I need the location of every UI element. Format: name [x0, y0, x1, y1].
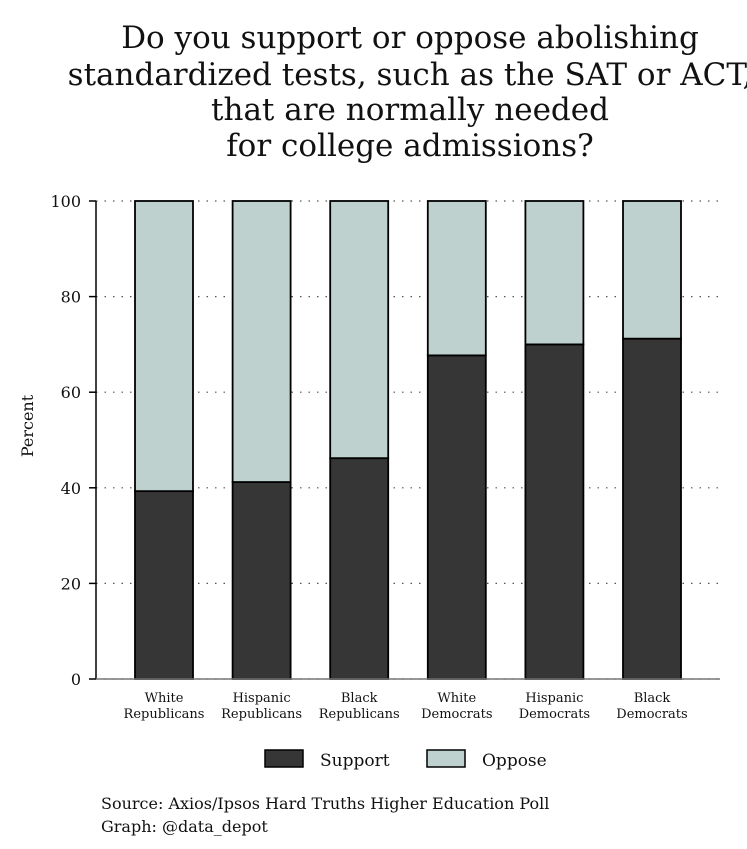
y-tick-label: 80 [61, 288, 81, 307]
source-line: Source: Axios/Ipsos Hard Truths Higher E… [101, 794, 549, 813]
y-tick-label: 20 [61, 574, 81, 593]
bar-oppose-white-democrats [426, 200, 487, 357]
y-tick-label: 0 [71, 670, 81, 689]
bar-oppose-black-democrats [622, 200, 682, 340]
chart-title-line: standardized tests, such as the SAT or A… [68, 57, 747, 93]
y-tick-labels: 0 20 40 60 80 100 [50, 192, 81, 689]
bar-support-black-republicans [329, 457, 390, 680]
bar-support-white-democrats [426, 354, 487, 680]
x-tick-label: Black Democrats [616, 691, 687, 722]
bar-oppose-hispanic-republicans [231, 200, 292, 483]
source-note: Source: Axios/Ipsos Hard Truths Higher E… [101, 794, 549, 836]
legend: Support Oppose [264, 749, 547, 771]
legend-label: Support [320, 751, 390, 771]
x-tick-label: White Democrats [421, 691, 492, 722]
legend-swatch [426, 749, 466, 768]
bar-support-hispanic-democrats [524, 343, 585, 680]
x-tick-label: Hispanic Republicans [221, 691, 302, 722]
legend-item-oppose: Oppose [426, 749, 547, 771]
legend-item-support: Support [264, 749, 390, 771]
chart-title: Do you support or oppose abolishingstand… [68, 20, 747, 164]
legend-swatch [264, 749, 304, 768]
graph-credit-line: Graph: @data_depot [101, 817, 268, 836]
bar-oppose-black-republicans [329, 200, 390, 460]
bar-oppose-hispanic-democrats [524, 200, 585, 346]
legend-label: Oppose [482, 751, 547, 771]
bar-support-white-republicans [134, 490, 194, 680]
y-axis-label: Percent [18, 394, 37, 457]
x-tick-label: White Republicans [124, 691, 205, 722]
y-tick-label: 100 [50, 192, 81, 211]
x-tick-labels: White Republicans Hispanic Republicans Black… [124, 691, 688, 722]
x-tick-label: Black Republicans [319, 691, 400, 722]
axes [89, 200, 720, 680]
chart-title-line: Do you support or oppose abolishing [121, 20, 699, 56]
x-tick-label: Hispanic Democrats [519, 691, 590, 722]
bar-oppose-white-republicans [134, 200, 194, 493]
bars [134, 200, 682, 680]
bar-support-black-democrats [622, 337, 682, 680]
y-tick-label: 40 [61, 479, 81, 498]
chart-title-line: that are normally needed [211, 92, 609, 128]
chart-title-line: for college admissions? [226, 128, 594, 164]
bar-support-hispanic-republicans [231, 481, 292, 680]
y-tick-label: 60 [61, 383, 81, 402]
